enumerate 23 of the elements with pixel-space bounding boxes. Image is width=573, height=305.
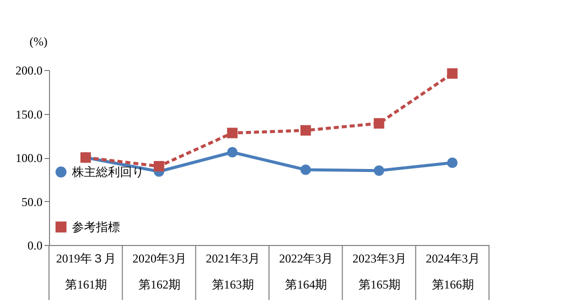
y-tick-label: 0.0 [28,238,42,252]
point [447,158,458,168]
y-tick-label: 150.0 [16,107,42,122]
point [154,161,164,172]
point [300,164,311,175]
x-tick-label: 2019年３月第161期 [56,252,116,292]
y-tick-label: 50.0 [22,194,42,209]
point [227,147,238,158]
legend-label: 株主総利回り [71,165,144,179]
point [227,128,238,138]
y-axis-title: (%) [30,34,48,48]
x-tick-label: 2023年3月第165期 [352,252,406,292]
x-tick-label: 2020年3月第162期 [132,252,186,292]
y-tick-label: 100.0 [16,151,42,165]
point [374,118,384,129]
point [447,68,458,79]
x-tick-label: 2021年3月第163期 [206,252,260,292]
point [300,125,311,136]
legend-label: 参考指標 [72,220,120,234]
x-tick-label: 2024年3月第166期 [426,252,480,292]
x-tick-label: 2022年3月第164期 [279,252,334,292]
y-tick-label: 200.0 [16,64,42,78]
point [374,165,384,176]
